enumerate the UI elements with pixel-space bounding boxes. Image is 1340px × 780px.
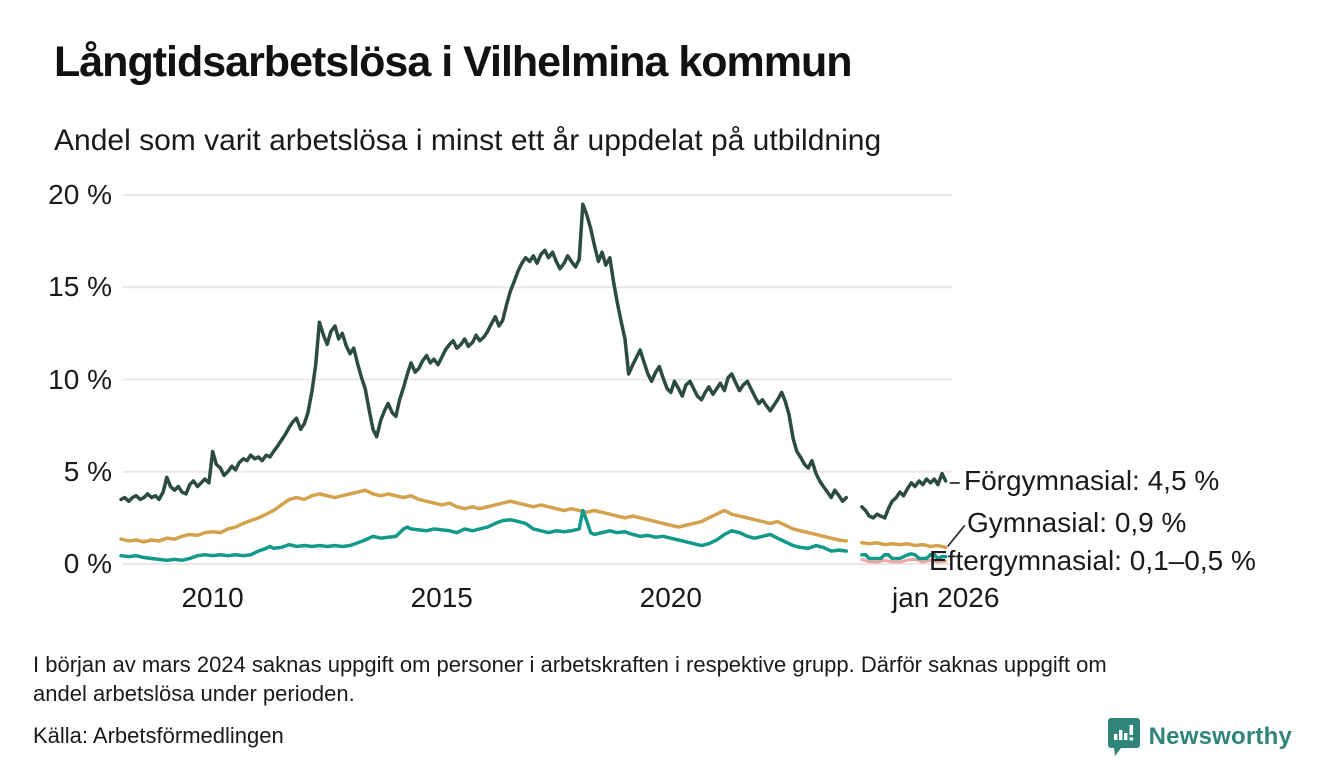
y-tick-label-20: 20 % bbox=[48, 179, 112, 210]
series-line-forgymnasial-seg1 bbox=[119, 202, 849, 504]
series-line-eftergymnasial-seg1 bbox=[119, 508, 849, 563]
y-tick-label-0: 0 % bbox=[63, 548, 112, 579]
footnote-line-2: andel arbetslösa under perioden. bbox=[33, 681, 355, 706]
end-label-connector-gymnasial bbox=[947, 524, 966, 547]
newsworthy-pin-barchart-icon bbox=[1107, 718, 1140, 756]
x-tick-label-2010: 2010 bbox=[181, 582, 244, 613]
series-line-eftergymnasial-seg2 bbox=[860, 552, 948, 561]
end-label-gymnasial: Gymnasial: 0,9 % bbox=[967, 507, 1187, 538]
newsworthy-logo: Newsworthy bbox=[1107, 717, 1292, 757]
page-title: Långtidsarbetslösa i Vilhelmina kommun bbox=[54, 38, 853, 86]
source-label: Källa: Arbetsförmedlingen bbox=[33, 723, 284, 748]
series-line-eftergymnasial-lower-bound bbox=[860, 557, 948, 564]
y-tick-label-5: 5 % bbox=[63, 455, 112, 487]
x-tick-label-jan-2026: jan 2026 bbox=[891, 582, 1000, 613]
footnote-line-1: I början av mars 2024 saknas uppgift om … bbox=[33, 652, 1107, 677]
x-tick-label-2015: 2015 bbox=[410, 582, 473, 613]
newsworthy-wordmark: Newsworthy bbox=[1148, 723, 1292, 750]
end-label-eftergymnasial: Eftergymnasial: 0,1–0,5 % bbox=[929, 545, 1256, 576]
y-tick-label-15: 15 % bbox=[48, 271, 112, 303]
x-tick-label-2020: 2020 bbox=[639, 582, 702, 613]
y-tick-label-10: 10 % bbox=[48, 363, 112, 395]
end-label-forgymnasial: Förgymnasial: 4,5 % bbox=[964, 465, 1220, 496]
series-line-gymnasial-seg2 bbox=[860, 541, 948, 550]
series-line-gymnasial-seg1 bbox=[119, 488, 849, 544]
series-line-forgymnasial-seg2 bbox=[860, 471, 948, 520]
chart-subtitle: Andel som varit arbetslösa i minst ett å… bbox=[54, 124, 882, 157]
